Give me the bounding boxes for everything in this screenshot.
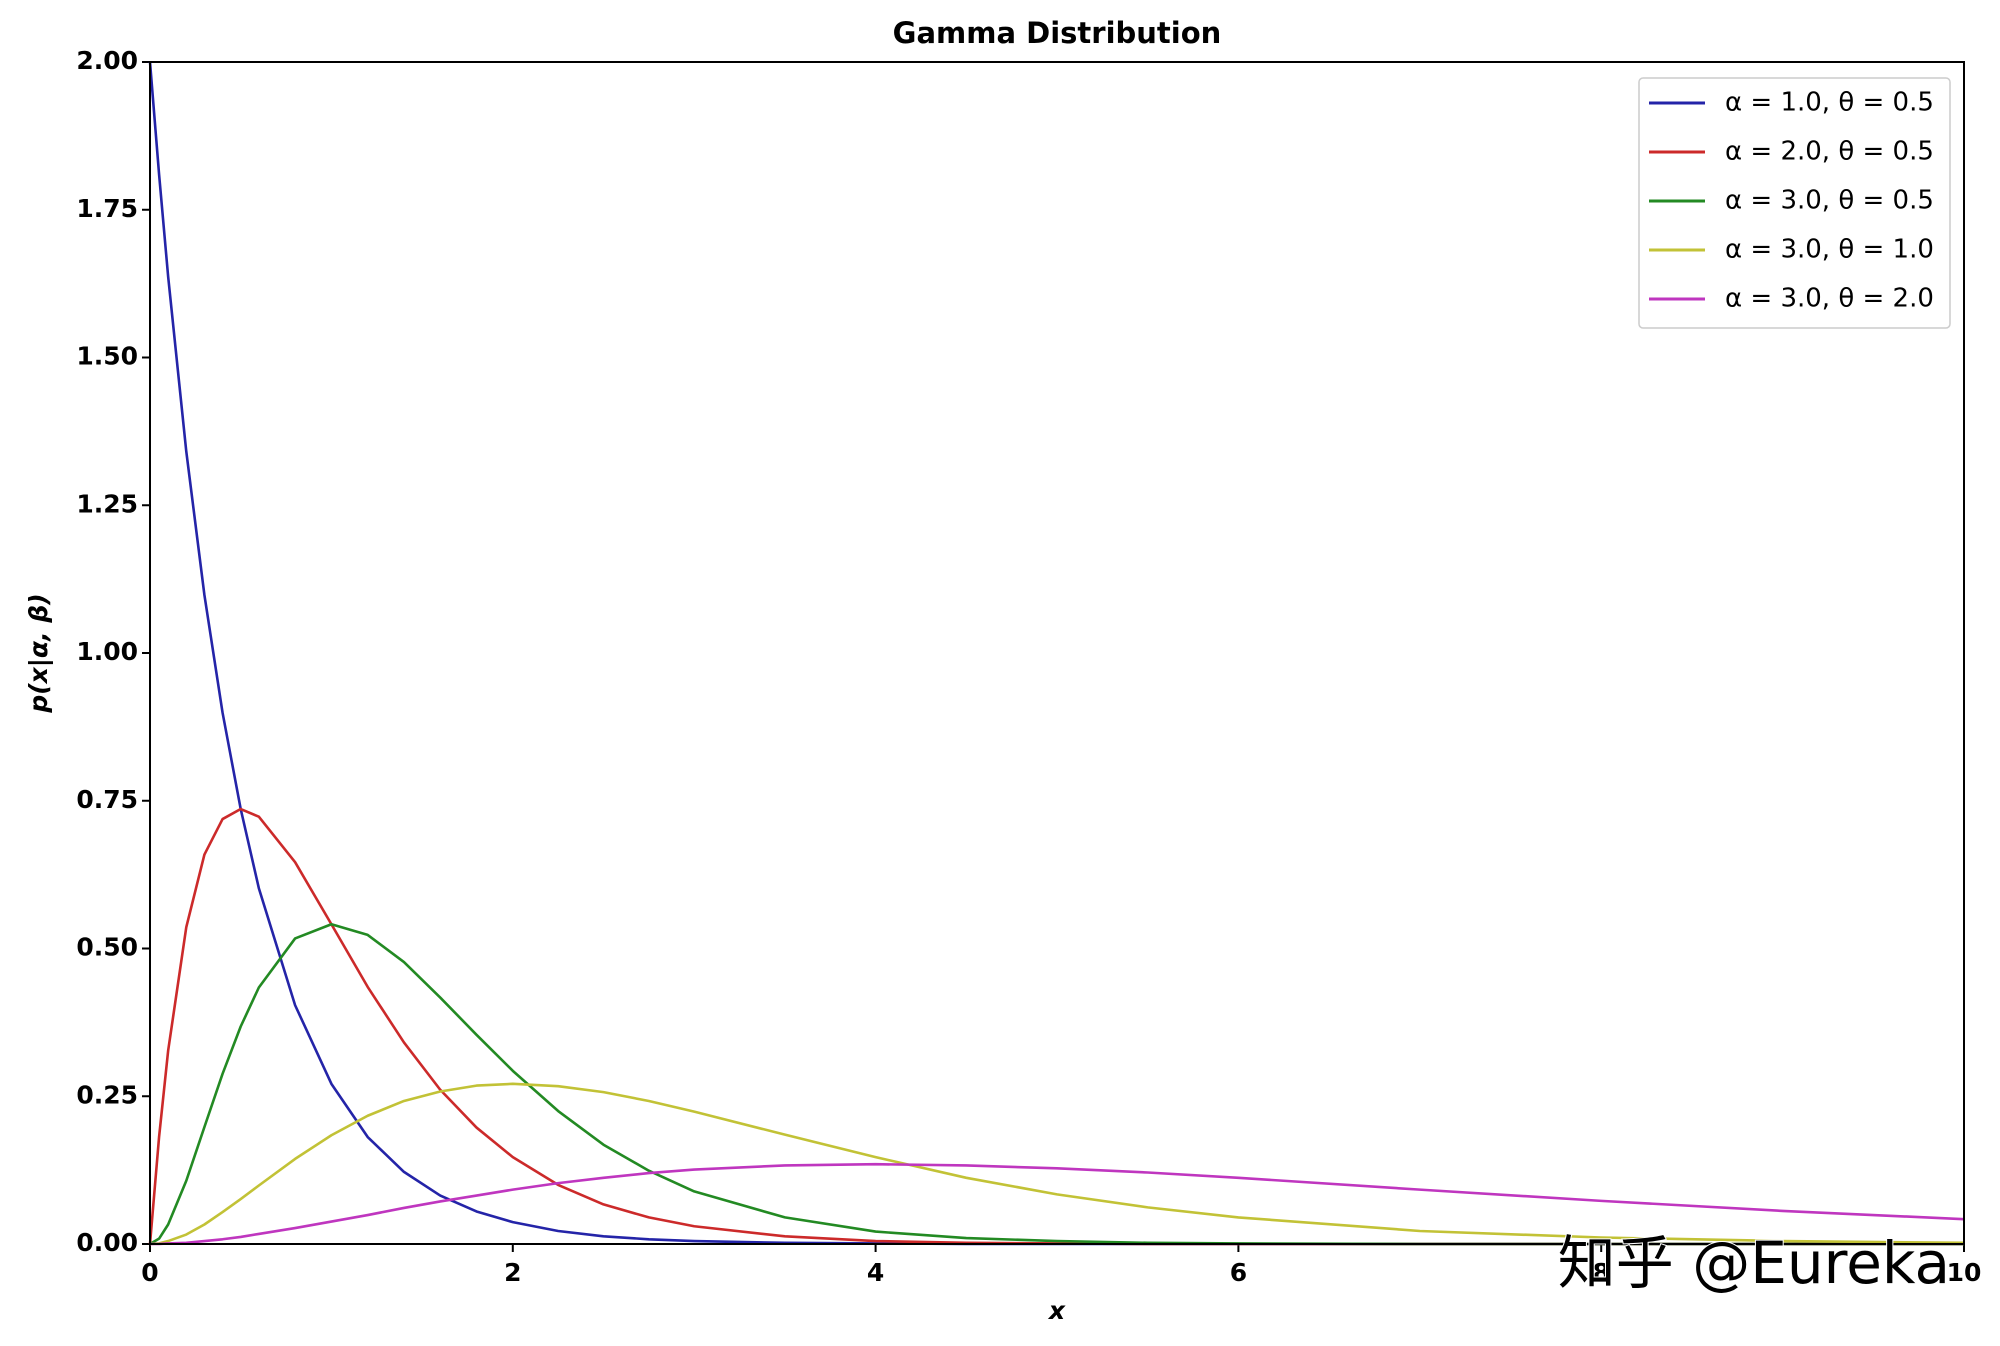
x-axis-label: x	[1047, 1296, 1066, 1325]
chart-title: Gamma Distribution	[893, 16, 1222, 50]
legend-label: α = 3.0, θ = 2.0	[1725, 284, 1934, 314]
series-line	[149, 1082, 1965, 1246]
y-tick-label: 1.50	[76, 342, 138, 371]
x-tick-label: 0	[141, 1258, 158, 1287]
x-tick-label: 10	[1947, 1258, 1982, 1287]
legend-label: α = 1.0, θ = 0.5	[1725, 88, 1934, 118]
y-tick-label: 1.25	[76, 489, 138, 518]
x-tick-label: 8	[1592, 1258, 1609, 1287]
legend-label: α = 3.0, θ = 1.0	[1725, 235, 1934, 265]
y-tick-label: 0.00	[76, 1228, 138, 1257]
y-axis-label: p(x|α, β)	[24, 593, 53, 713]
y-tick-label: 0.25	[76, 1080, 138, 1109]
y-tick-label: 0.50	[76, 933, 138, 962]
series-line	[150, 1162, 1965, 1246]
y-tick-label: 0.75	[76, 785, 138, 814]
legend-label: α = 2.0, θ = 0.5	[1725, 137, 1934, 167]
x-tick-label: 6	[1230, 1258, 1247, 1287]
plot-frame	[149, 61, 1965, 1245]
x-tick-label: 2	[504, 1258, 521, 1287]
y-tick-label: 1.00	[76, 637, 138, 666]
legend-label: α = 3.0, θ = 0.5	[1725, 186, 1934, 216]
x-tick-label: 4	[867, 1258, 884, 1287]
watermark: 知乎 @Eureka	[1558, 1229, 1950, 1297]
y-tick-label: 1.75	[76, 194, 138, 223]
y-tick-label: 2.00	[76, 46, 138, 75]
legend-box	[1638, 77, 1951, 329]
